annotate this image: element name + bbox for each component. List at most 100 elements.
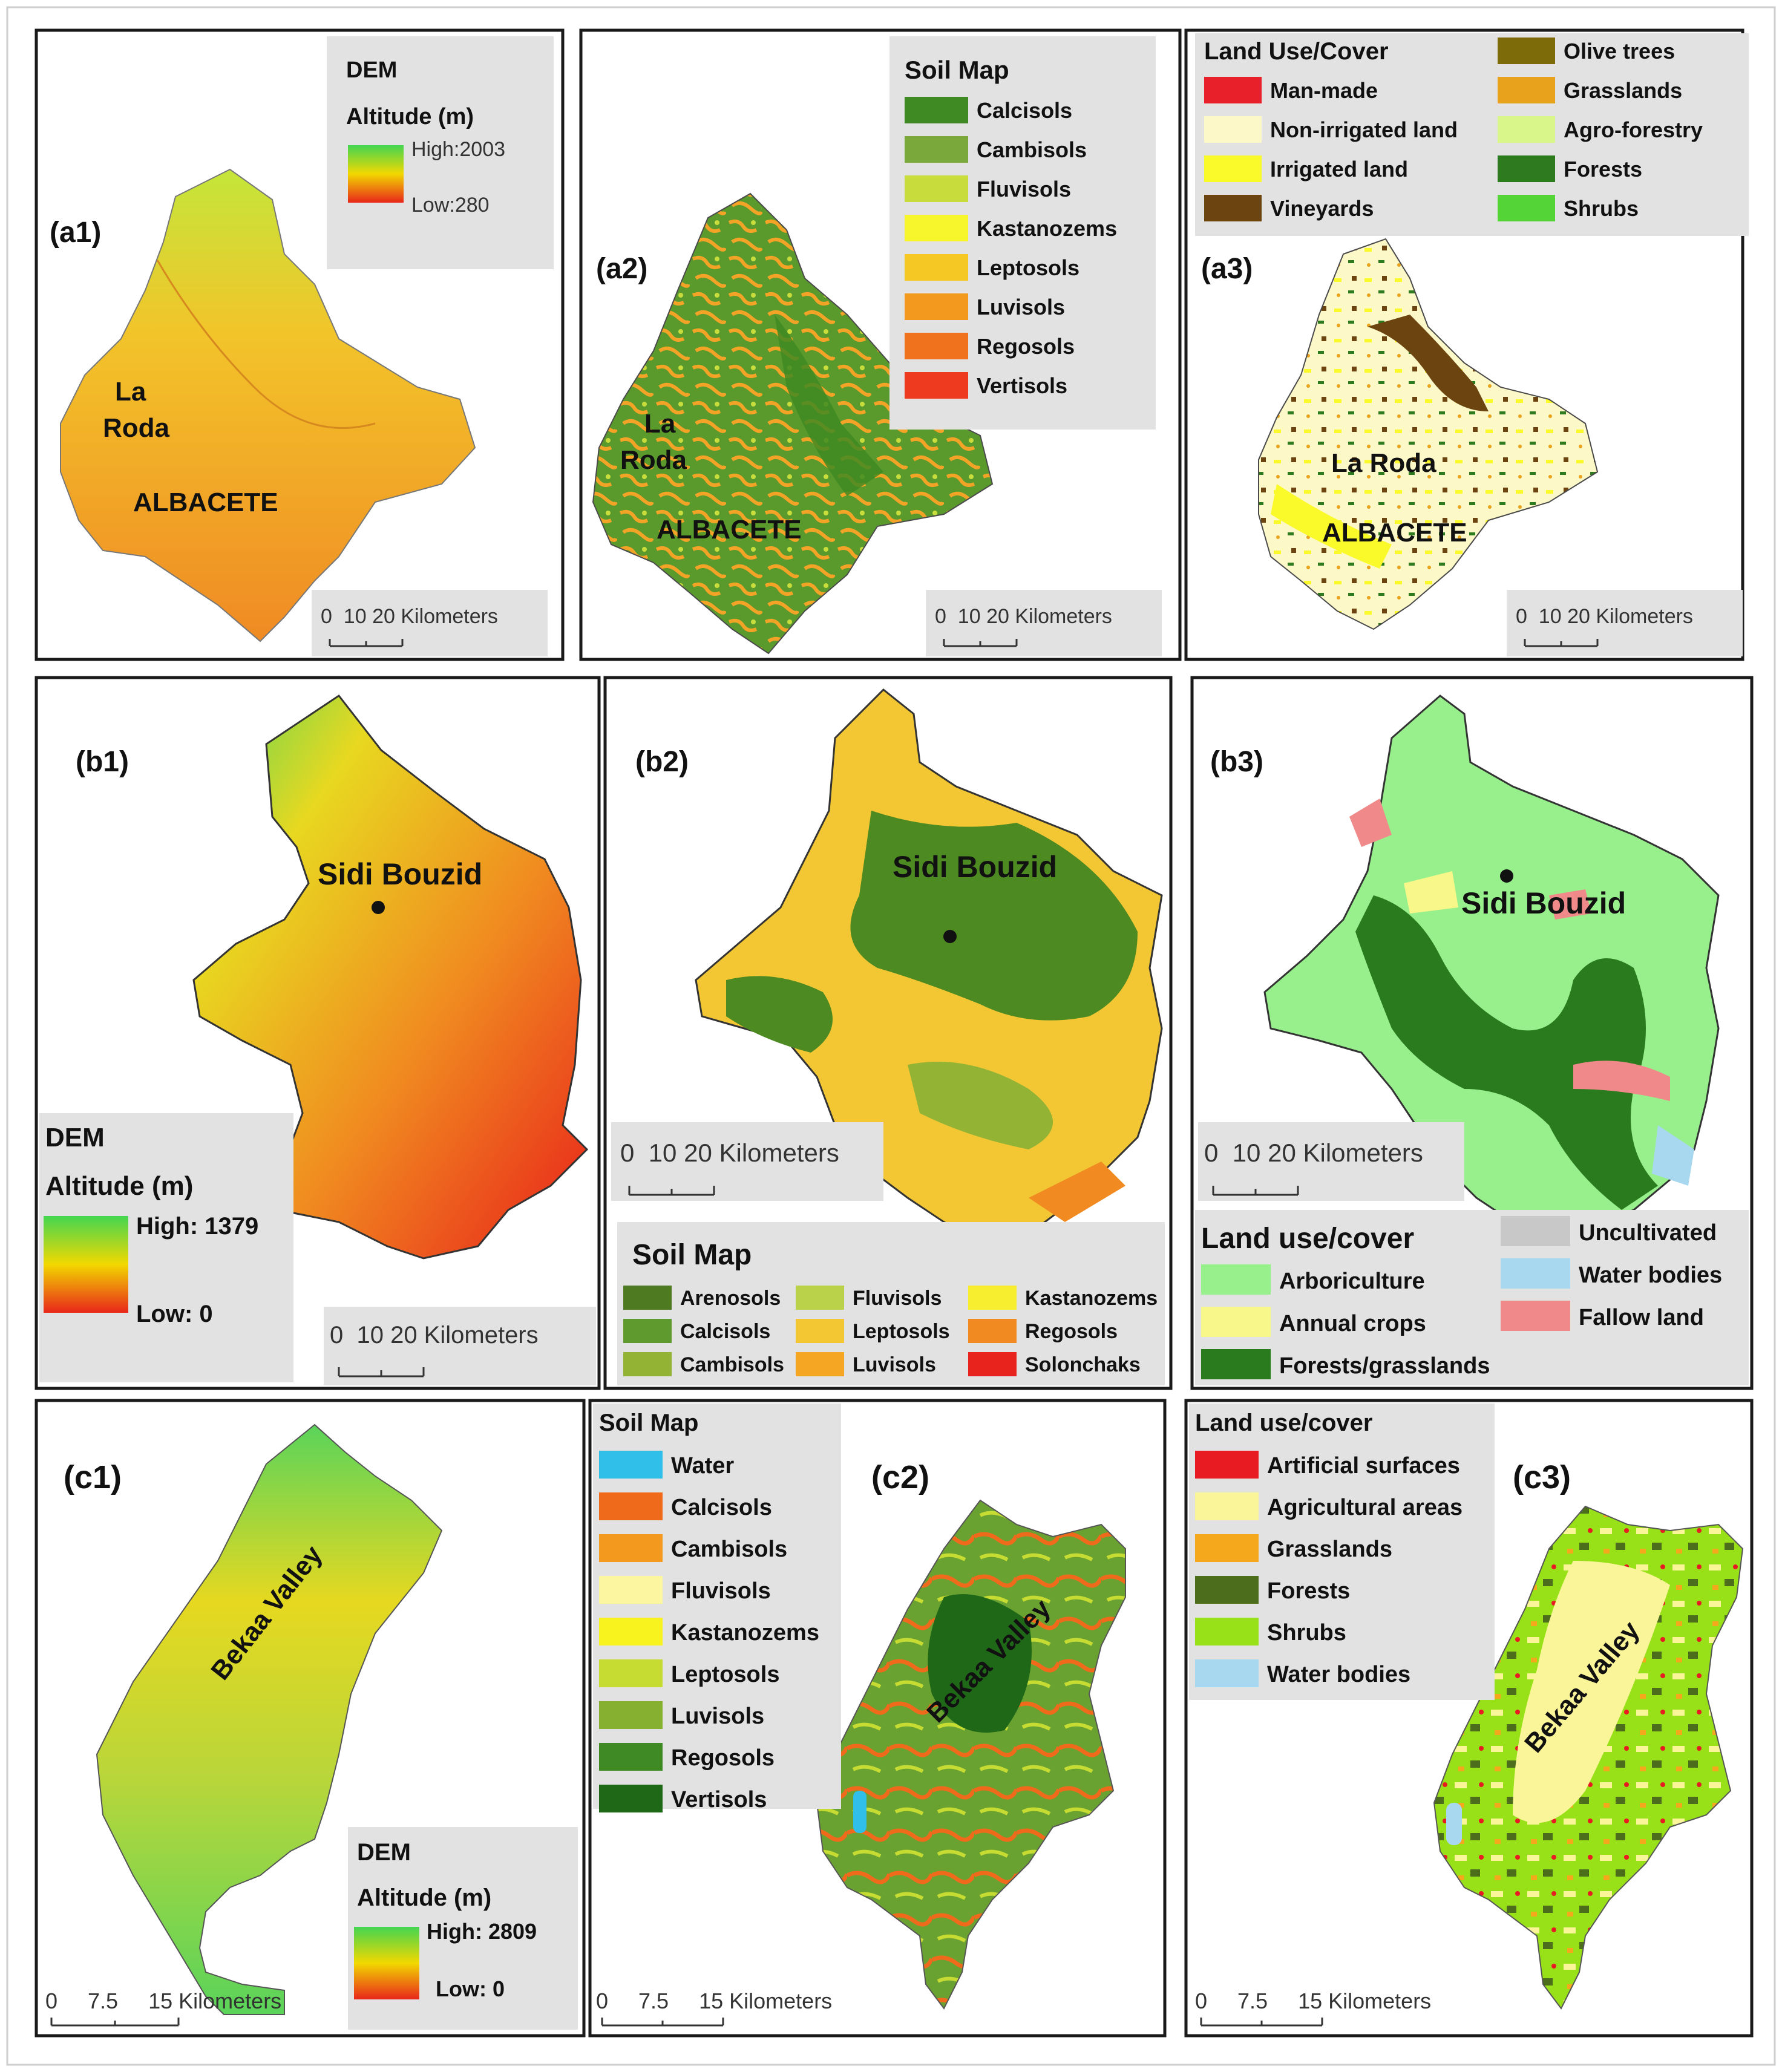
soil-legend-items: Water Calcisols Cambisols Fluvisols Kastanoz…: [599, 1451, 819, 1812]
legend-swatch: [796, 1352, 844, 1376]
legend-label: Vineyards: [1270, 196, 1374, 221]
legend-swatch: [1201, 1307, 1271, 1337]
legend-swatch: [599, 1785, 663, 1812]
legend-item: Forests: [1498, 155, 1642, 182]
scale-label: 0 10 20 Kilometers: [321, 605, 498, 628]
panel-label-c1: (c1): [64, 1459, 122, 1495]
legend-title: Land use/cover: [1195, 1410, 1372, 1436]
legend-swatch: [1498, 116, 1555, 143]
landuse-legend-left: Man-made Non-irrigated land Irrigated land…: [1204, 77, 1458, 221]
legend-label: Vertisols: [671, 1787, 767, 1812]
legend-item: Agricultural areas: [1195, 1492, 1463, 1520]
legend-label: Fluvisols: [671, 1578, 771, 1604]
legend-title: Soil Map: [599, 1410, 698, 1436]
legend-label: Calcisols: [671, 1495, 772, 1520]
legend-subtitle: Altitude (m): [45, 1171, 193, 1201]
legend-label: Agro-forestry: [1564, 117, 1703, 142]
legend-item: Fluvisols: [796, 1286, 942, 1310]
place-la-roda: La Roda: [1331, 448, 1436, 478]
legend-label: Leptosols: [853, 1320, 950, 1343]
legend-swatch: [1204, 155, 1262, 182]
panel-c2: (c2) Bekaa Valley Soil Map WaterCalcisol…: [588, 1399, 1167, 2038]
legend-low: Low: 0: [136, 1301, 213, 1327]
legend-item: Kastanozems: [599, 1618, 819, 1646]
city-marker: [1500, 869, 1513, 883]
legend-swatch: [905, 215, 968, 241]
legend-swatch: [1195, 1534, 1259, 1562]
legend-title: Land use/cover: [1201, 1223, 1414, 1255]
legend-swatch: [905, 97, 968, 123]
legend-swatch: [1195, 1451, 1259, 1479]
legend-label: Non-irrigated land: [1270, 117, 1458, 142]
legend-item: Calcisols: [623, 1319, 770, 1343]
scale-label: 0 10 20 Kilometers: [1516, 605, 1693, 628]
legend-swatch: [599, 1743, 663, 1771]
legend-label: Forests: [1564, 157, 1642, 181]
legend-label: Olive trees: [1564, 39, 1675, 64]
panel-label-a3: (a3): [1201, 253, 1253, 285]
legend-swatch: [623, 1319, 672, 1343]
legend-subtitle: Altitude (m): [357, 1884, 491, 1911]
legend-title: DEM: [357, 1839, 411, 1866]
landuse-legend-b3: [1195, 1210, 1749, 1385]
legend-swatch: [968, 1352, 1017, 1376]
legend-swatch: [905, 333, 968, 359]
legend-swatch: [1498, 155, 1555, 182]
panel-b2: (b2) Sidi Bouzid 0 10 20 Kilometers Soil…: [603, 676, 1173, 1390]
soil-legend-items: Calcisols Cambisols Fluvisols Kastanozems Le…: [905, 97, 1117, 399]
panel-a3: (a3) La Roda ALBACETE Land Use/Cover Man…: [1184, 28, 1749, 661]
legend-label: Fluvisols: [977, 177, 1071, 201]
legend-item: Irrigated land: [1204, 155, 1408, 182]
panel-b3: (b3) Sidi Bouzid 0 10 20 Kilometers Land…: [1190, 676, 1754, 1390]
legend-label: Man-made: [1270, 78, 1378, 103]
legend-item: Luvisols: [905, 293, 1065, 320]
landuse-legend-right: Olive trees Grasslands Agro-forestry Forest…: [1498, 38, 1703, 221]
legend-item: Regosols: [905, 333, 1075, 359]
legend-item: Kastanozems: [905, 215, 1117, 241]
legend-label: Solonchaks: [1025, 1353, 1141, 1376]
legend-label: Shrubs: [1267, 1620, 1346, 1646]
legend-swatch: [905, 136, 968, 163]
legend-label: Regosols: [977, 334, 1075, 359]
legend-item: Cambisols: [905, 136, 1087, 163]
scale-bar-b2: [611, 1122, 883, 1201]
panel-label-b1: (b1): [76, 746, 129, 778]
legend-item: Vertisols: [905, 372, 1067, 399]
legend-label: Shrubs: [1564, 196, 1639, 221]
legend-label: Uncultivated: [1579, 1220, 1717, 1246]
legend-low: Low:280: [411, 194, 490, 217]
legend-item: Non-irrigated land: [1204, 116, 1458, 143]
legend-swatch: [1195, 1576, 1259, 1604]
legend-item: Shrubs: [1498, 195, 1639, 221]
soil-legend-b2: [617, 1222, 1165, 1385]
legend-item: Agro-forestry: [1498, 116, 1703, 143]
scale-label: 0 10 20 Kilometers: [1204, 1139, 1423, 1167]
place-sidi-bouzid: Sidi Bouzid: [1461, 886, 1626, 920]
legend-high: High:2003: [411, 138, 505, 161]
scale-label: 0 7.5 15 Kilometers: [596, 1989, 832, 2013]
landuse-legend-items: Artificial surfaces Agricultural areas Gra…: [1195, 1451, 1463, 1687]
sidi-bouzid-dem-region: [192, 694, 589, 1260]
legend-item: Water: [599, 1451, 734, 1479]
landuse-legend-a3: [1195, 33, 1749, 236]
legend-item: Fallow land: [1501, 1301, 1704, 1331]
legend-item: Fluvisols: [599, 1576, 771, 1604]
scale-label: 0 10 20 Kilometers: [330, 1322, 539, 1348]
legend-item: Forests/grasslands: [1201, 1349, 1490, 1379]
legend-label: Luvisols: [671, 1704, 764, 1729]
legend-item: Vineyards: [1204, 195, 1374, 221]
legend-swatch: [1501, 1216, 1570, 1246]
legend-label: Artificial surfaces: [1267, 1453, 1460, 1479]
legend-swatch: [796, 1286, 844, 1310]
legend-swatch: [623, 1352, 672, 1376]
legend-item: Luvisols: [599, 1701, 764, 1729]
legend-item: Leptosols: [796, 1319, 950, 1343]
panel-label-a2: (a2): [596, 253, 647, 285]
legend-swatch: [599, 1534, 663, 1562]
elevation-ramp: [348, 145, 404, 203]
legend-swatch: [599, 1492, 663, 1520]
legend-label: Agricultural areas: [1267, 1495, 1463, 1520]
soil-legend-items: Arenosols Calcisols Cambisols Fluvisols Lept…: [623, 1286, 1158, 1376]
legend-item: Man-made: [1204, 77, 1378, 103]
legend-label: Forests/grasslands: [1279, 1353, 1490, 1379]
